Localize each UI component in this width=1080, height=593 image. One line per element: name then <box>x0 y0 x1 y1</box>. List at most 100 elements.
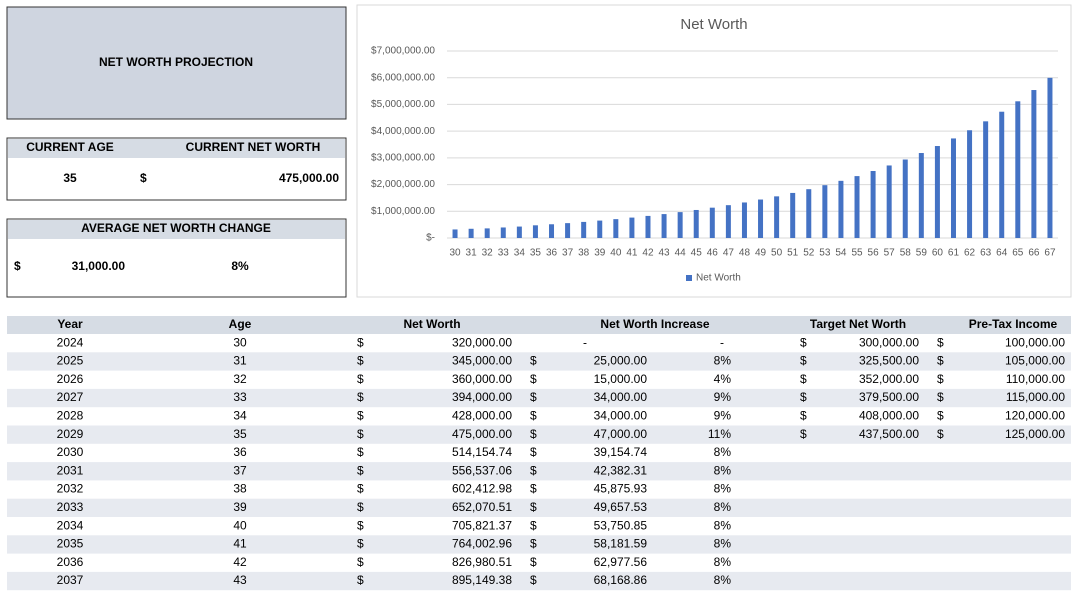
bar <box>516 226 522 238</box>
x-tick-label: 44 <box>675 248 687 259</box>
x-tick-label: 50 <box>771 248 783 259</box>
currency: $ <box>530 555 537 569</box>
column-header: Net Worth <box>403 317 460 331</box>
currency: $ <box>530 354 537 368</box>
cell: 2035 <box>57 537 84 551</box>
cell: 2026 <box>57 372 84 386</box>
currency: $ <box>357 445 364 459</box>
currency: $ <box>800 372 807 386</box>
currency: $ <box>800 390 807 404</box>
cell: 8% <box>714 555 732 569</box>
currency: $ <box>530 372 537 386</box>
x-tick-label: 43 <box>659 248 671 259</box>
currency: $ <box>800 335 807 349</box>
currency: $ <box>357 354 364 368</box>
value: 8% <box>231 259 249 273</box>
currency: $ <box>357 482 364 496</box>
x-tick-label: 32 <box>482 248 494 259</box>
currency: $ <box>357 500 364 514</box>
currency: $ <box>357 335 364 349</box>
bar <box>950 138 956 238</box>
bar <box>725 205 731 238</box>
bar <box>484 228 490 238</box>
cell: 125,000.00 <box>1005 427 1065 441</box>
bar <box>1015 101 1021 238</box>
x-tick-label: 61 <box>948 248 960 259</box>
currency: $ <box>357 555 364 569</box>
row-shade <box>7 498 1071 517</box>
bar <box>468 228 474 238</box>
currency: $ <box>530 537 537 551</box>
cell: 4% <box>714 372 732 386</box>
bar <box>967 130 973 238</box>
column-header: Age <box>229 317 252 331</box>
bar <box>838 180 844 238</box>
currency: $ <box>530 518 537 532</box>
bar <box>774 196 780 238</box>
cell: 379,500.00 <box>859 390 919 404</box>
currency: $ <box>530 390 537 404</box>
x-tick-label: 57 <box>884 248 896 259</box>
cell: 352,000.00 <box>859 372 919 386</box>
cell: 895,149.38 <box>452 573 512 587</box>
currency: $ <box>937 354 944 368</box>
cell: 8% <box>714 500 732 514</box>
bar <box>500 227 506 238</box>
currency: $ <box>357 409 364 423</box>
bar <box>661 214 667 238</box>
bar <box>645 215 651 238</box>
cell: 38 <box>233 482 247 496</box>
y-tick-label: $1,000,000.00 <box>371 206 435 217</box>
cell: 345,000.00 <box>452 354 512 368</box>
currency: $ <box>800 427 807 441</box>
currency: $ <box>800 354 807 368</box>
x-tick-label: 47 <box>723 248 735 259</box>
cell: 475,000.00 <box>452 427 512 441</box>
currency: $ <box>937 409 944 423</box>
cell: 100,000.00 <box>1005 335 1065 349</box>
x-tick-label: 34 <box>514 248 526 259</box>
cell: 8% <box>714 482 732 496</box>
cell: 32 <box>233 372 247 386</box>
x-tick-label: 55 <box>851 248 863 259</box>
currency: $ <box>357 390 364 404</box>
bar <box>806 189 812 238</box>
title: NET WORTH PROJECTION <box>99 55 253 69</box>
cell: 42,382.31 <box>594 463 648 477</box>
currency: $ <box>937 372 944 386</box>
currency: $ <box>530 427 537 441</box>
bar <box>565 223 571 238</box>
column-header: Pre-Tax Income <box>969 317 1058 331</box>
currency: $ <box>530 573 537 587</box>
label: CURRENT AGE <box>26 140 114 154</box>
x-tick-label: 56 <box>868 248 880 259</box>
bar <box>918 153 924 238</box>
legend-swatch <box>686 275 692 281</box>
cell: 68,168.86 <box>594 573 648 587</box>
bar <box>854 176 860 238</box>
x-tick-label: 60 <box>932 248 944 259</box>
cell: 39 <box>233 500 247 514</box>
cell: 826,980.51 <box>452 555 512 569</box>
cell: 2034 <box>57 518 84 532</box>
x-tick-label: 67 <box>1044 248 1056 259</box>
table-header <box>7 316 1071 334</box>
currency: $ <box>140 171 147 185</box>
bar <box>709 207 715 238</box>
x-tick-label: 45 <box>691 248 703 259</box>
cell: 34 <box>233 409 247 423</box>
cell: 2036 <box>57 555 84 569</box>
cell: 8% <box>714 518 732 532</box>
cell: 2032 <box>57 482 84 496</box>
column-header: Year <box>57 317 83 331</box>
column-header: Net Worth Increase <box>600 317 709 331</box>
row-shade <box>7 388 1071 408</box>
cell: 2027 <box>57 390 84 404</box>
x-tick-label: 38 <box>578 248 590 259</box>
cell: 2028 <box>57 409 84 423</box>
bar <box>677 212 683 238</box>
cell: 437,500.00 <box>859 427 919 441</box>
row-shade <box>7 352 1071 371</box>
bar <box>822 185 828 238</box>
